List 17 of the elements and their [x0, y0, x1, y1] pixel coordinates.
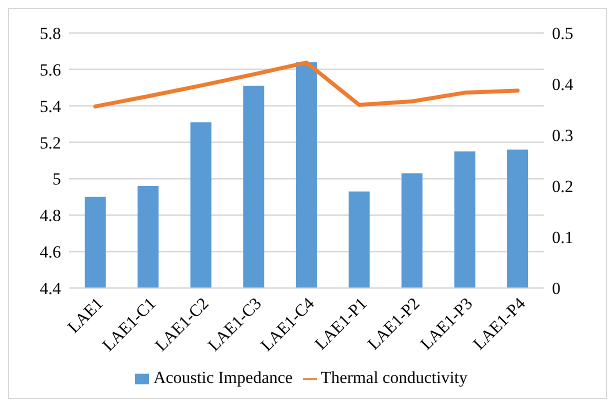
y-tick-label: 4.6	[40, 242, 61, 262]
y-tick-label: 5.8	[40, 24, 61, 44]
y-tick-label: 4.8	[40, 206, 61, 226]
y2-tick-label: 0.2	[552, 177, 574, 196]
legend-label: Thermal conductivity	[320, 368, 468, 387]
legend-label: Acoustic Impedance	[153, 368, 293, 387]
y-tick-label: 5.6	[40, 60, 61, 80]
y2-tick-label: 0.5	[552, 24, 574, 44]
y2-tick-label: 0	[552, 279, 560, 298]
line-series	[93, 60, 520, 108]
y-tick-label: 5.4	[40, 96, 62, 116]
y2-tick-label: 0.3	[552, 126, 574, 146]
y-tick-label: 4.4	[40, 279, 62, 298]
y-tick-label: 5.2	[40, 133, 61, 152]
y2-tick-label: 0.4	[552, 75, 574, 94]
y2-tick-label: 0.1	[552, 228, 574, 248]
y-tick-label: 5	[52, 170, 61, 189]
